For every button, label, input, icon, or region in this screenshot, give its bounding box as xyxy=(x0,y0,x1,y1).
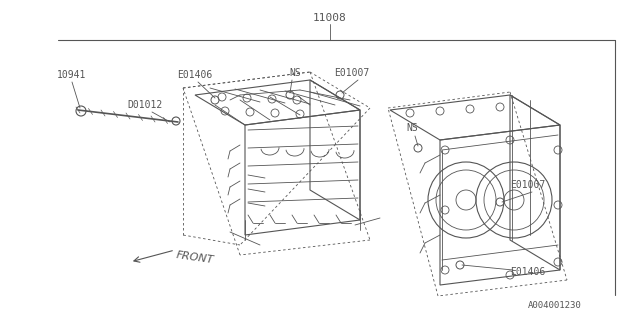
Text: 10941: 10941 xyxy=(58,70,86,80)
Text: E01007: E01007 xyxy=(510,180,546,190)
Text: E01406: E01406 xyxy=(510,267,545,277)
Text: D01012: D01012 xyxy=(127,100,163,110)
Text: NS: NS xyxy=(406,123,418,133)
Text: A004001230: A004001230 xyxy=(528,300,582,309)
Text: E01406: E01406 xyxy=(177,70,212,80)
Text: FRONT: FRONT xyxy=(175,251,214,266)
Text: E01007: E01007 xyxy=(334,68,370,78)
Text: NS: NS xyxy=(289,68,301,78)
Text: 11008: 11008 xyxy=(313,13,347,23)
